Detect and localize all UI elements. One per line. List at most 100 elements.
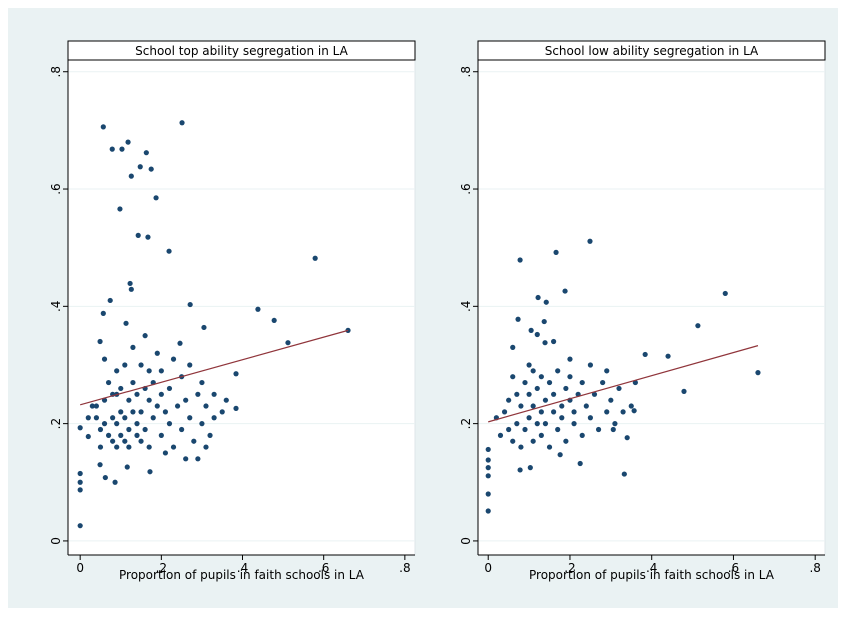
point xyxy=(134,391,140,397)
point xyxy=(134,432,140,438)
point xyxy=(518,403,524,409)
x-tick-label: .8 xyxy=(809,561,820,575)
point xyxy=(187,301,193,308)
point xyxy=(665,353,671,359)
point xyxy=(559,415,565,421)
point xyxy=(122,415,128,421)
point xyxy=(579,432,585,438)
point xyxy=(534,385,540,392)
point xyxy=(538,432,544,438)
point xyxy=(148,166,154,172)
point xyxy=(571,409,577,415)
point xyxy=(695,323,701,329)
point xyxy=(102,474,108,481)
point xyxy=(109,146,115,152)
point xyxy=(571,421,577,427)
point xyxy=(89,403,95,409)
plot-area xyxy=(67,59,416,556)
point xyxy=(526,391,532,397)
point xyxy=(187,415,193,421)
point xyxy=(563,385,569,392)
point xyxy=(127,280,133,287)
point xyxy=(77,479,83,485)
point xyxy=(223,397,229,403)
point xyxy=(97,444,104,450)
point xyxy=(97,338,103,345)
point xyxy=(105,432,112,438)
point xyxy=(130,344,136,350)
y-tick-label: 0 xyxy=(49,537,63,545)
point xyxy=(112,479,118,485)
point xyxy=(526,362,532,368)
point xyxy=(506,426,512,433)
point xyxy=(97,426,104,433)
point xyxy=(628,403,634,409)
x-tick-label: .2 xyxy=(156,561,167,575)
point xyxy=(93,403,100,409)
x-tick-label: .6 xyxy=(318,561,329,575)
point xyxy=(134,421,140,427)
point xyxy=(150,415,156,421)
point xyxy=(621,471,627,477)
point xyxy=(624,435,630,441)
point xyxy=(515,316,521,322)
point xyxy=(183,397,189,403)
point xyxy=(114,444,120,450)
x-tick-label: .6 xyxy=(728,561,739,575)
point xyxy=(170,356,177,362)
point xyxy=(97,462,103,468)
point xyxy=(604,368,610,374)
point xyxy=(195,456,201,462)
point xyxy=(138,362,144,368)
point xyxy=(162,409,169,415)
point xyxy=(130,409,136,415)
point xyxy=(543,299,549,305)
point xyxy=(77,487,83,493)
x-tick-label: .4 xyxy=(646,561,657,575)
point xyxy=(85,433,91,440)
point xyxy=(126,444,132,450)
point xyxy=(219,409,225,415)
point xyxy=(534,421,540,427)
point xyxy=(583,403,589,409)
title-box xyxy=(67,40,416,61)
point xyxy=(142,426,148,433)
point xyxy=(551,391,557,397)
point xyxy=(142,333,148,339)
point xyxy=(174,403,181,409)
point xyxy=(600,379,606,386)
point xyxy=(122,362,128,368)
point xyxy=(559,403,565,409)
point xyxy=(530,403,536,409)
point xyxy=(485,446,491,453)
y-tick-label: .8 xyxy=(459,66,473,77)
point xyxy=(114,368,120,374)
point xyxy=(595,426,602,433)
point xyxy=(147,469,153,475)
point xyxy=(177,340,183,346)
point xyxy=(125,139,131,145)
x-tick-label: 0 xyxy=(76,561,84,575)
point xyxy=(497,432,504,438)
point xyxy=(485,465,491,471)
point xyxy=(114,421,120,427)
y-tick-label: .4 xyxy=(459,301,473,312)
point xyxy=(312,255,318,261)
x-tick-label: .4 xyxy=(237,561,248,575)
point xyxy=(608,397,614,403)
point xyxy=(118,409,124,415)
point xyxy=(146,397,152,403)
point xyxy=(510,374,516,380)
point xyxy=(577,460,583,467)
point xyxy=(587,238,593,244)
point xyxy=(567,356,573,362)
point xyxy=(542,421,549,427)
point xyxy=(555,426,561,433)
point xyxy=(610,426,616,433)
plot-area xyxy=(477,59,826,556)
point xyxy=(154,403,160,409)
point xyxy=(100,124,106,130)
point xyxy=(105,379,112,386)
point xyxy=(510,438,516,444)
